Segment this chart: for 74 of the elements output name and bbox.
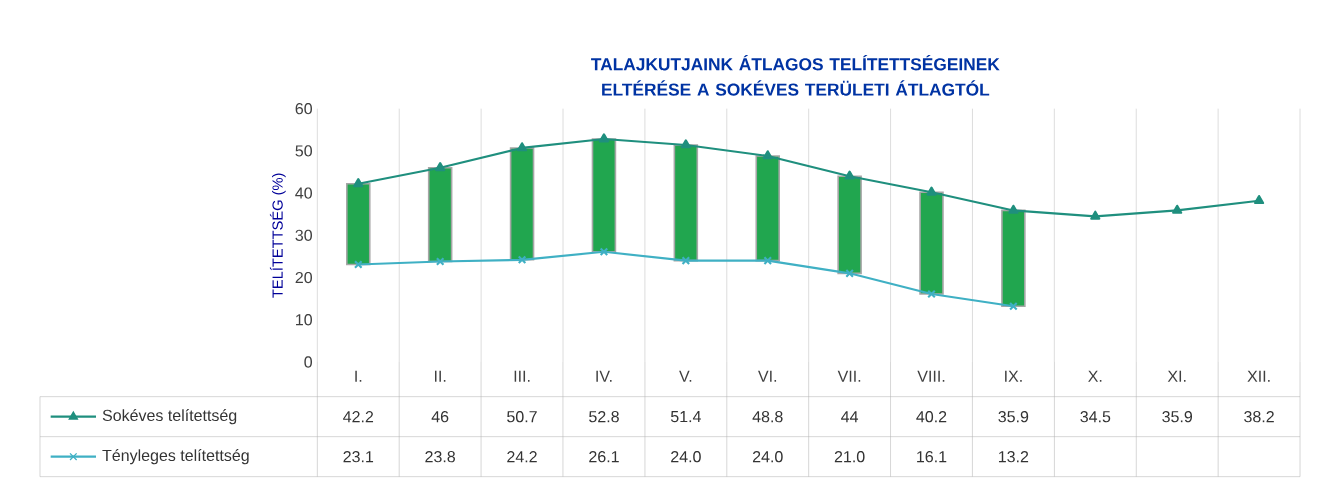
x-tick-label: II. bbox=[434, 370, 446, 382]
data-label: 46 bbox=[431, 411, 449, 423]
bar bbox=[837, 175, 862, 275]
bar bbox=[1001, 209, 1026, 308]
y-tick-label: 0 bbox=[304, 356, 313, 368]
chart-title: TALAJKUTJAINK ÁTLAGOS TELÍTETTSÉGEINEK ELTÉRÉSE A SOKÉVES TERÜLETI ÁTLAGTÓL bbox=[591, 54, 1000, 96]
bar bbox=[591, 138, 617, 253]
data-label: 38.2 bbox=[1244, 411, 1274, 423]
y-tick-label: 20 bbox=[295, 271, 313, 284]
data-label: 23.1 bbox=[343, 451, 374, 463]
point bbox=[599, 247, 609, 257]
x-tick-label: IX. bbox=[1005, 370, 1022, 382]
x-tick-label: XI. bbox=[1167, 370, 1186, 382]
legend-label: Sokéves telítettség bbox=[102, 409, 237, 425]
data-label: 35.9 bbox=[1162, 411, 1193, 423]
point bbox=[516, 142, 528, 152]
data-label: 23.8 bbox=[425, 451, 456, 463]
bar bbox=[673, 144, 699, 262]
point bbox=[1009, 301, 1018, 311]
point bbox=[1008, 204, 1019, 214]
data-label: 26.1 bbox=[589, 451, 619, 463]
bar bbox=[755, 155, 780, 262]
y-tick-label: 30 bbox=[295, 229, 313, 241]
point bbox=[435, 257, 445, 266]
data-label: 50.7 bbox=[507, 411, 537, 423]
y-axis-title: TELÍTETTSÉG (%) bbox=[269, 173, 286, 298]
data-label: 48.8 bbox=[752, 411, 783, 423]
data-label: 51.4 bbox=[670, 411, 701, 423]
data-label: 16.1 bbox=[917, 451, 947, 463]
data-label: 13.2 bbox=[998, 451, 1029, 463]
x-tick-label: XII. bbox=[1247, 370, 1270, 382]
x-tick-label: I. bbox=[355, 370, 362, 382]
point bbox=[517, 255, 527, 265]
x-tick-label: VI. bbox=[758, 370, 777, 382]
point bbox=[353, 260, 363, 269]
data-label: 44 bbox=[841, 411, 859, 423]
y-tick-label: 50 bbox=[295, 145, 313, 157]
bar bbox=[427, 166, 453, 263]
data-label: 24.0 bbox=[671, 451, 701, 463]
data-label: 35.9 bbox=[998, 411, 1029, 423]
x-tick-label: VIII. bbox=[917, 370, 945, 382]
point bbox=[681, 256, 691, 266]
point bbox=[435, 162, 446, 172]
point bbox=[762, 150, 773, 160]
point bbox=[598, 133, 610, 143]
point bbox=[680, 139, 691, 149]
point bbox=[353, 178, 364, 188]
point bbox=[763, 256, 773, 266]
y-tick-label: 10 bbox=[296, 314, 313, 326]
y-tick-label: 40 bbox=[295, 187, 313, 199]
point bbox=[926, 186, 937, 196]
point bbox=[844, 170, 855, 180]
x-tick-label: X. bbox=[1088, 370, 1102, 382]
bar bbox=[509, 147, 535, 261]
data-label: 24.2 bbox=[507, 451, 537, 463]
data-label: 24.0 bbox=[752, 451, 783, 463]
legend-label: Tényleges telítettség bbox=[102, 449, 249, 465]
point bbox=[1172, 204, 1183, 214]
x-tick-label: IV. bbox=[596, 370, 612, 382]
y-tick-label: 60 bbox=[295, 103, 313, 115]
data-label: 52.8 bbox=[589, 411, 619, 423]
data-label: 40.2 bbox=[916, 411, 947, 423]
x-tick-label: V. bbox=[679, 370, 692, 382]
data-label: 42.2 bbox=[343, 411, 374, 423]
x-tick-label: III. bbox=[514, 370, 530, 382]
point bbox=[1090, 210, 1101, 220]
data-label: 34.5 bbox=[1080, 411, 1111, 423]
point bbox=[927, 289, 936, 299]
x-tick-label: VII. bbox=[837, 370, 861, 382]
bar bbox=[919, 191, 944, 295]
point bbox=[845, 268, 854, 278]
data-label: 21.0 bbox=[834, 451, 865, 463]
point bbox=[1253, 194, 1265, 205]
bar bbox=[346, 183, 371, 266]
